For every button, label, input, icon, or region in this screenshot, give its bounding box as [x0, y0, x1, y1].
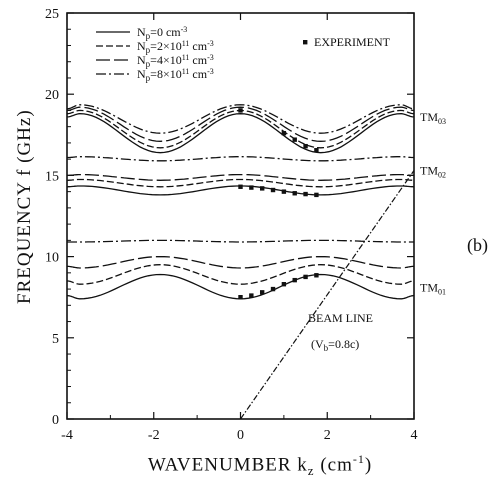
legend-label: Np=8×1011 cm-3	[137, 67, 214, 83]
legend: Np=0 cm-3Np=2×1011 cm-3Np=4×1011 cm-3Np=…	[96, 25, 391, 83]
experiment-point	[314, 148, 319, 153]
legend-label: Np=4×1011 cm-3	[137, 53, 214, 69]
legend-experiment-marker	[303, 40, 308, 45]
experiment-point	[314, 273, 319, 278]
curve-tm01-series-3	[67, 239, 414, 243]
x-axis-label-sup: -1	[352, 452, 365, 466]
curve-tm03-series-0	[67, 113, 414, 154]
x-tick-label: -2	[148, 428, 160, 443]
experiment-points	[238, 108, 319, 300]
x-tick-label: 2	[324, 428, 331, 443]
experiment-point	[281, 189, 287, 194]
experiment-point	[270, 187, 276, 193]
curve-tm01-series-2	[66, 255, 415, 269]
experiment-point	[303, 191, 308, 197]
dispersion-curves	[66, 104, 415, 300]
experiment-point	[314, 192, 319, 198]
experiment-point	[270, 286, 276, 292]
x-axis-label-main: WAVENUMBER k	[147, 454, 308, 476]
x-tick-label: -4	[61, 428, 73, 443]
experiment-point	[281, 130, 287, 136]
x-axis-label-sub: z	[307, 463, 315, 479]
y-tick-label: 20	[45, 88, 59, 103]
y-tick-label: 5	[52, 332, 59, 347]
x-axis-label-close: )	[364, 454, 373, 476]
y-tick-label: 10	[45, 251, 59, 266]
beam-line	[240, 170, 415, 420]
experiment-point	[292, 191, 297, 196]
axis-ticks: -4 -2 0 2 4 0 5 10 15 20 25	[45, 7, 418, 443]
curve-tm03-series-3	[67, 104, 414, 134]
experiment-point	[249, 185, 254, 190]
legend-label: Np=0 cm-3	[137, 25, 187, 41]
experiment-point	[259, 186, 265, 191]
mode-labels: TM01 TM02 TM03	[420, 110, 446, 297]
experiment-point	[238, 295, 243, 300]
y-tick-label: 15	[45, 169, 59, 184]
beam-line-label: BEAM LINE	[308, 311, 373, 325]
y-axis-label: FREQUENCY f (GHz)	[14, 109, 35, 304]
experiment-point	[281, 282, 287, 287]
experiment-point	[238, 184, 243, 189]
legend-label: Np=2×1011 cm-3	[137, 39, 214, 55]
curve-tm02-series-3	[67, 156, 414, 162]
y-tick-label: 25	[45, 7, 59, 22]
curve-tm03-series-1	[67, 109, 414, 149]
experiment-point	[259, 290, 265, 295]
beam-velocity-label: (Vb=0.8c)	[311, 337, 359, 353]
curve-tm02-series-1	[67, 178, 414, 188]
experiment-point	[292, 277, 297, 283]
curve-tm02-series-2	[67, 173, 414, 181]
mode-label: TM01	[420, 280, 446, 296]
legend-experiment-label: EXPERIMENT	[314, 35, 391, 49]
x-tick-label: 0	[237, 428, 244, 443]
x-tick-label: 4	[411, 428, 418, 443]
experiment-point	[303, 274, 308, 280]
beam-line-group: BEAM LINE (Vb=0.8c)	[240, 170, 415, 420]
mode-label: TM03	[420, 110, 446, 126]
curve-tm03-series-2	[67, 106, 414, 142]
mode-label: TM02	[420, 164, 446, 180]
experiment-point	[249, 293, 254, 298]
y-tick-label: 0	[52, 413, 59, 428]
experiment-point	[238, 108, 243, 113]
experiment-point	[292, 137, 297, 142]
x-axis-label-unit: (cm	[314, 454, 353, 476]
panel-label: (b)	[467, 235, 488, 255]
x-axis-label: WAVENUMBER kz (cm-1)	[130, 452, 390, 479]
experiment-point	[303, 143, 308, 149]
curve-tm01-series-1	[67, 264, 414, 285]
